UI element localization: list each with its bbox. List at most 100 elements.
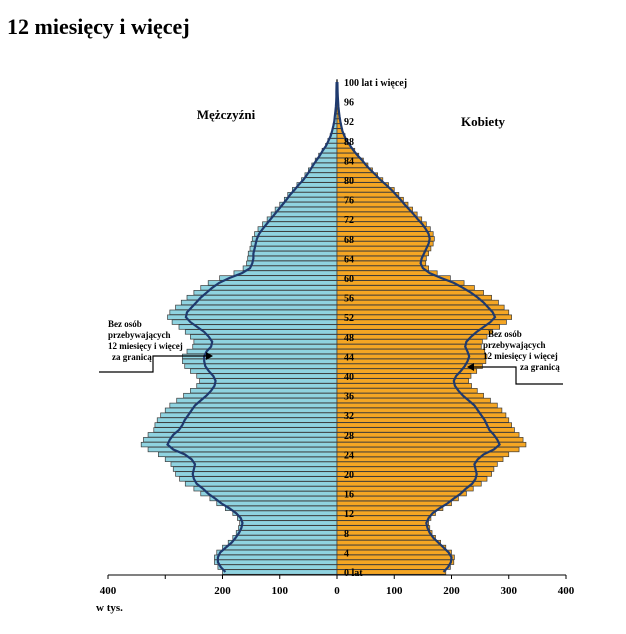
- women-bar: [336, 314, 512, 320]
- women-bar: [336, 309, 510, 315]
- annotation-men-line: za granicą: [112, 352, 152, 362]
- men-bar: [196, 373, 338, 379]
- men-bar: [178, 324, 338, 330]
- men-bar: [274, 206, 338, 213]
- women-bar: [336, 348, 486, 355]
- men-bar: [251, 236, 338, 242]
- age-tick-label: 48: [344, 333, 354, 344]
- men-bar: [257, 226, 338, 232]
- men-bar: [270, 211, 338, 217]
- women-bar: [336, 466, 495, 472]
- age-tick-label: 92: [344, 117, 354, 128]
- women-bar: [336, 525, 431, 531]
- men-bar: [207, 280, 338, 286]
- men-bars: [140, 79, 338, 575]
- men-bar: [171, 319, 338, 325]
- women-bar: [336, 544, 447, 551]
- x-tick-label: 400: [558, 585, 575, 597]
- women-bar: [336, 500, 452, 507]
- women-bar: [336, 339, 483, 345]
- men-outline: [166, 81, 338, 573]
- women-bar: [336, 206, 413, 213]
- women-bar: [336, 554, 455, 560]
- women-bar: [336, 490, 467, 497]
- men-bar: [292, 187, 338, 193]
- age-tick-label: 76: [344, 196, 354, 207]
- women-bar: [336, 486, 474, 492]
- men-bar: [216, 549, 338, 556]
- women-bar: [336, 187, 395, 193]
- men-bar: [238, 525, 338, 531]
- women-bar: [336, 265, 429, 271]
- age-tick-label: 12: [344, 509, 354, 520]
- men-bar: [200, 285, 338, 291]
- women-bar: [336, 329, 494, 335]
- age-tick-label: 16: [344, 490, 354, 501]
- men-bar: [186, 294, 338, 301]
- x-tick-label: 100: [386, 585, 403, 597]
- men-bar: [172, 466, 338, 472]
- women-bar: [336, 378, 470, 384]
- men-bar: [235, 530, 338, 536]
- women-bar: [336, 319, 507, 325]
- men-bar: [283, 196, 338, 203]
- men-bar: [254, 231, 338, 237]
- men-label: Mężczyźni: [197, 107, 256, 122]
- men-bar: [214, 559, 338, 565]
- men-bar: [200, 490, 338, 497]
- annotation-men-leader: [99, 355, 207, 373]
- x-tick-label: 400: [100, 585, 117, 597]
- women-bar: [336, 275, 451, 281]
- age-tick-label: 100 lat i więcej: [344, 78, 407, 89]
- men-bar: [227, 539, 338, 546]
- age-tick-label: 28: [344, 431, 354, 442]
- women-bar: [336, 476, 488, 482]
- women-bar: [336, 299, 499, 306]
- age-tick-label: 24: [344, 450, 354, 461]
- men-bar: [247, 250, 338, 257]
- age-tick-label: 72: [344, 215, 354, 226]
- men-bar: [217, 564, 338, 570]
- women-bars: [336, 79, 527, 575]
- women-bar: [336, 471, 492, 477]
- men-bar: [232, 535, 338, 541]
- age-tick-label: 0 lat: [344, 568, 363, 579]
- men-bar: [242, 265, 338, 271]
- men-bar: [196, 383, 338, 389]
- annotation-women: Bez osób przebywających 12 miesięcy i wi…: [467, 329, 563, 385]
- age-tick-label: 88: [344, 137, 354, 148]
- annotation-men-arrowhead: [206, 352, 213, 360]
- age-tick-label: 36: [344, 392, 354, 403]
- men-bar: [214, 554, 338, 560]
- men-bar: [301, 177, 338, 183]
- men-bar: [192, 343, 338, 350]
- men-bar: [179, 476, 338, 482]
- men-bar: [184, 329, 338, 335]
- men-bar: [287, 192, 338, 198]
- women-bar: [336, 368, 478, 374]
- age-tick-label: 68: [344, 235, 354, 246]
- women-bar: [336, 530, 433, 536]
- women-bar: [336, 520, 429, 526]
- men-bar: [180, 299, 338, 306]
- men-bar: [246, 260, 338, 266]
- x-tick-label: 100: [272, 585, 289, 597]
- age-tick-label: 40: [344, 372, 354, 383]
- age-tick-label: 56: [344, 294, 354, 305]
- annotation-women-arrowhead: [467, 363, 474, 371]
- men-bar: [225, 505, 338, 511]
- age-tick-label: 64: [344, 254, 354, 265]
- age-tick-label: 84: [344, 156, 354, 167]
- men-bar: [279, 201, 338, 208]
- men-bar: [169, 309, 338, 315]
- annotation-women-line: Bez osób: [488, 329, 522, 339]
- women-bar: [336, 481, 482, 487]
- annotation-women-line: 12 miesięcy i więcej: [483, 351, 558, 361]
- men-bar: [233, 270, 338, 276]
- women-bar: [336, 285, 475, 291]
- women-bar: [336, 539, 441, 546]
- annotation-women-line: za granicą: [520, 362, 560, 372]
- women-bar: [336, 324, 500, 330]
- age-tick-label: 8: [344, 529, 349, 540]
